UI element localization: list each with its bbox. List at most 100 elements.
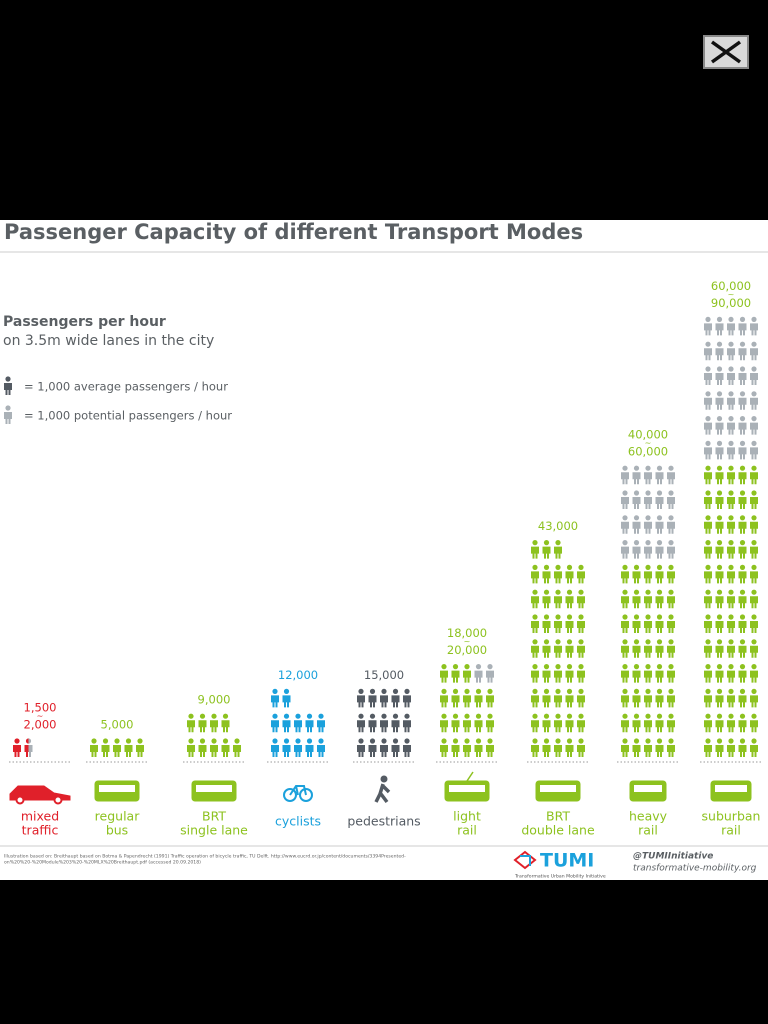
icon-body [554,571,562,584]
icon-head [645,738,651,744]
icon-head [441,664,447,670]
person-icon [667,490,675,509]
icon-body [704,745,712,757]
icon-body [750,422,758,435]
icon-head [441,738,447,744]
icon-body [221,745,230,757]
icon-group [28,738,33,757]
person-icon [644,614,652,633]
icon-head [728,465,734,471]
icon-head [668,490,674,496]
icon-head [464,738,470,744]
person-icon [621,465,629,485]
icon-head [306,738,313,744]
value-label: 43,000 [538,519,578,533]
mode-icon [535,780,581,802]
icon-head [705,391,711,397]
icon-body [727,521,735,534]
person-icon [621,713,629,733]
icon-head [739,639,746,645]
icon-body [644,720,652,733]
icon-body [294,745,302,757]
person-icon [667,465,675,485]
icon-body [644,670,652,683]
person-icon [727,614,735,633]
icon-head [645,713,651,719]
icon-head [656,589,663,595]
person-icon [403,688,411,708]
icon-body [403,745,411,757]
value-label: 9,000 [198,693,231,707]
icon-body [750,373,758,385]
icon-head [751,366,757,372]
icon-body [750,745,758,757]
icon-body [704,571,712,584]
icon-head [441,713,447,719]
icon-body [271,745,279,757]
person-icon [715,341,724,361]
icon-head [555,589,561,595]
close-icon[interactable] [710,40,742,64]
icon-body [667,497,675,509]
icon-body [704,720,712,733]
person-icon [727,688,735,708]
icon-body [738,472,747,485]
icon-body [727,422,735,435]
icon-body [28,745,33,757]
icon-body [727,745,735,757]
icon-body [368,745,377,757]
category-label: double lane [521,823,595,838]
icon-head [633,614,640,620]
icon-body [474,745,483,757]
person-icon [440,738,448,757]
icon-head [645,564,651,571]
person-icon [621,738,629,757]
icon-body [750,546,758,559]
person-icon [727,341,735,361]
icon-head [622,490,628,496]
person-icon [704,540,712,559]
icon-body [667,695,675,708]
icon-head [272,738,278,744]
person-icon [474,688,483,708]
category-label: single lane [180,823,248,838]
tumi-logo-mark [513,850,537,870]
icon-head [578,564,584,571]
person-icon [704,316,712,336]
icon-head [475,688,482,695]
icon-body [554,546,562,559]
icon-body [727,670,735,683]
icon-body [440,695,448,708]
icon-head [381,738,387,744]
icon-body [463,720,471,733]
icon-head [369,688,376,695]
person-icon [357,713,365,733]
person-icon [632,490,641,509]
icon-body [531,596,539,609]
pantograph [466,771,474,782]
icon-head [543,664,550,670]
person-icon [655,738,664,757]
person-icon [704,614,712,633]
person-icon [644,713,652,733]
person-icon [738,639,747,658]
mode-icon [283,785,313,802]
icon-body [440,745,448,757]
icon-body [715,497,724,509]
icon-body [738,695,747,708]
close-button[interactable] [703,35,749,69]
icon-body [282,720,291,733]
icon-head [716,540,723,546]
person-icon [704,713,712,733]
icon-head [751,416,757,422]
icon-head [645,540,651,546]
icon-head [633,540,640,546]
icon-body [727,497,735,509]
person-icon [4,405,12,424]
person-icon [727,391,735,410]
icon-body [715,596,724,609]
subtitle: Passengers per hour [3,314,166,330]
icon-body [463,695,471,708]
icon-head [475,713,482,719]
icon-head [211,738,217,744]
